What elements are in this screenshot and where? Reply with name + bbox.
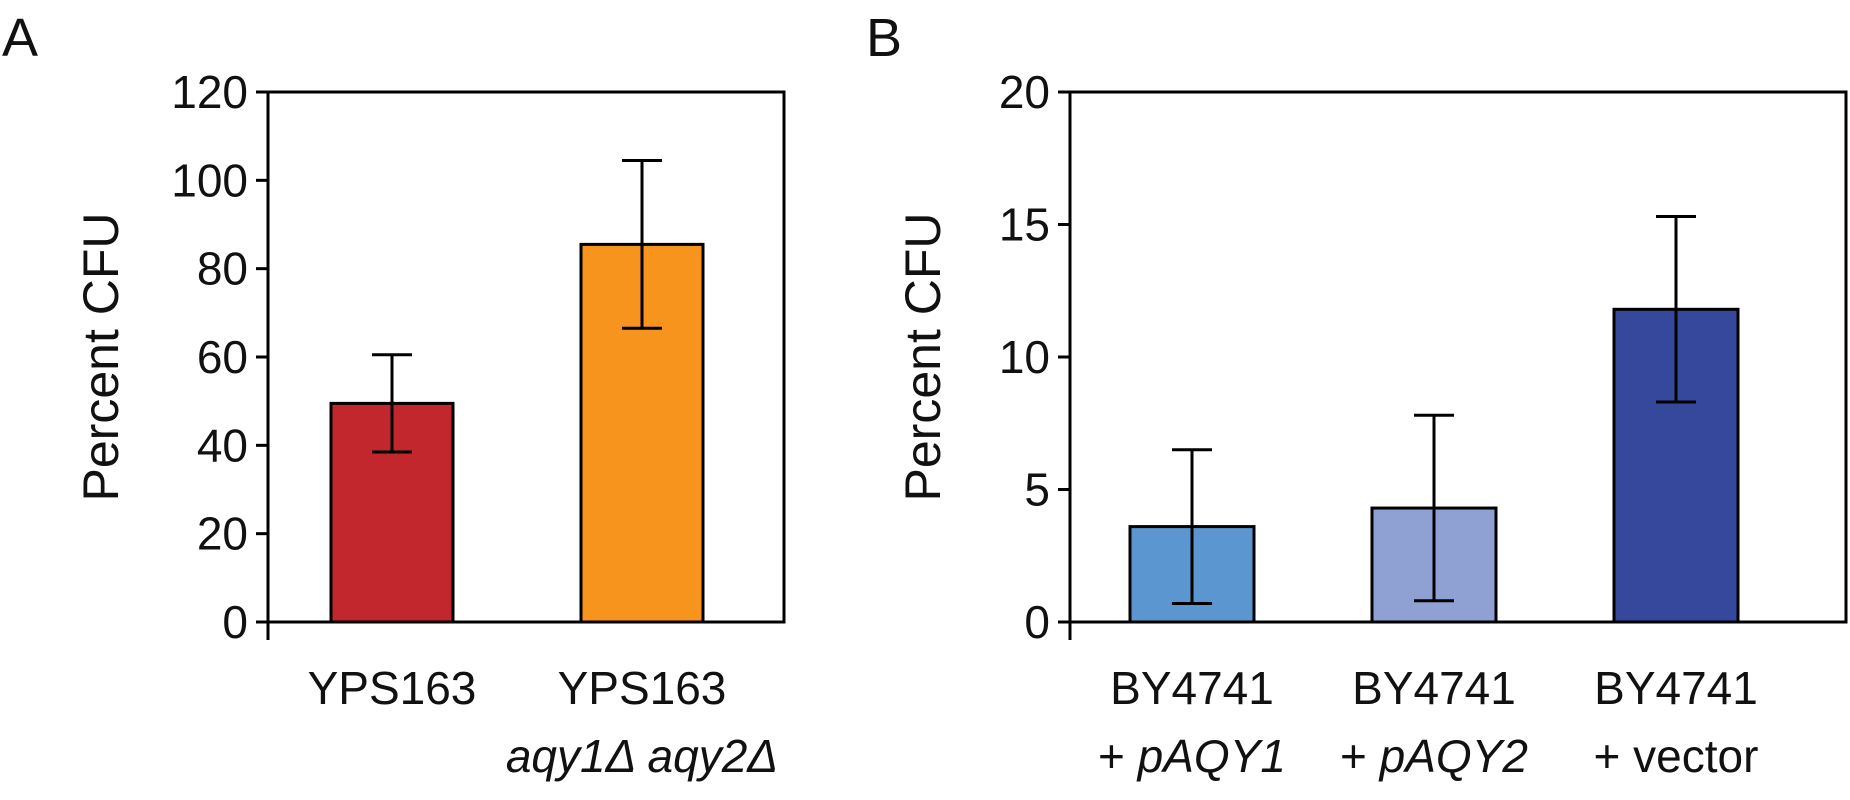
panel-label: A	[2, 8, 38, 68]
y-tick-label: 20	[197, 508, 248, 560]
category-label: BY4741	[1110, 662, 1274, 714]
panel-a-chart: A 0 20 40 60 80 100 120 Percent CFU YPS163 YPS163 a…	[2, 8, 786, 782]
y-tick-label: 20	[999, 66, 1050, 118]
y-tick-label: 60	[197, 331, 248, 383]
y-tick-label: 80	[197, 243, 248, 295]
y-tick-label: 0	[1024, 596, 1050, 648]
error-bar-1	[372, 353, 412, 454]
y-tick-label: 120	[171, 66, 248, 118]
y-tick-label: 10	[999, 331, 1050, 383]
y-axis-label: Percent CFU	[73, 213, 129, 502]
error-bar-2	[622, 158, 662, 330]
category-label-text: pAQY1	[1136, 730, 1286, 782]
panel-label: B	[866, 8, 902, 68]
category-label-text: + vector	[1594, 730, 1759, 782]
category-label: YPS163	[558, 662, 727, 714]
category-label-text: pAQY2	[1378, 730, 1528, 782]
category-label: BY4741	[1352, 662, 1516, 714]
category-label-text: BY4741	[1594, 662, 1758, 714]
y-tick-label: 0	[222, 596, 248, 648]
y-axis-label: Percent CFU	[895, 213, 951, 502]
category-label-text: YPS163	[558, 662, 727, 714]
y-tick-label: 15	[999, 199, 1050, 251]
error-bar-2	[1414, 413, 1454, 603]
category-label: aqy1Δ aqy2Δ	[506, 730, 778, 782]
category-label: + vector	[1594, 730, 1759, 782]
y-tick-label: 5	[1024, 464, 1050, 516]
error-bar-1	[1172, 448, 1212, 605]
error-bar-3	[1656, 215, 1696, 404]
category-label: + pAQY2	[1340, 730, 1528, 782]
category-label-text: aqy1Δ aqy2Δ	[506, 730, 778, 782]
category-label: YPS163	[308, 662, 477, 714]
category-label-text: BY4741	[1110, 662, 1274, 714]
y-tick-label: 40	[197, 419, 248, 471]
category-label-text: BY4741	[1352, 662, 1516, 714]
category-label: BY4741	[1594, 662, 1758, 714]
category-label-text: YPS163	[308, 662, 477, 714]
category-label-text: +	[1340, 730, 1380, 782]
category-label-text: +	[1098, 730, 1138, 782]
category-label: + pAQY1	[1098, 730, 1286, 782]
panel-b-chart: B 0 5 10 15 20 Percent CFU BY4741 + pAQY1 BY4741 +…	[866, 8, 1848, 782]
y-tick-label: 100	[171, 154, 248, 206]
